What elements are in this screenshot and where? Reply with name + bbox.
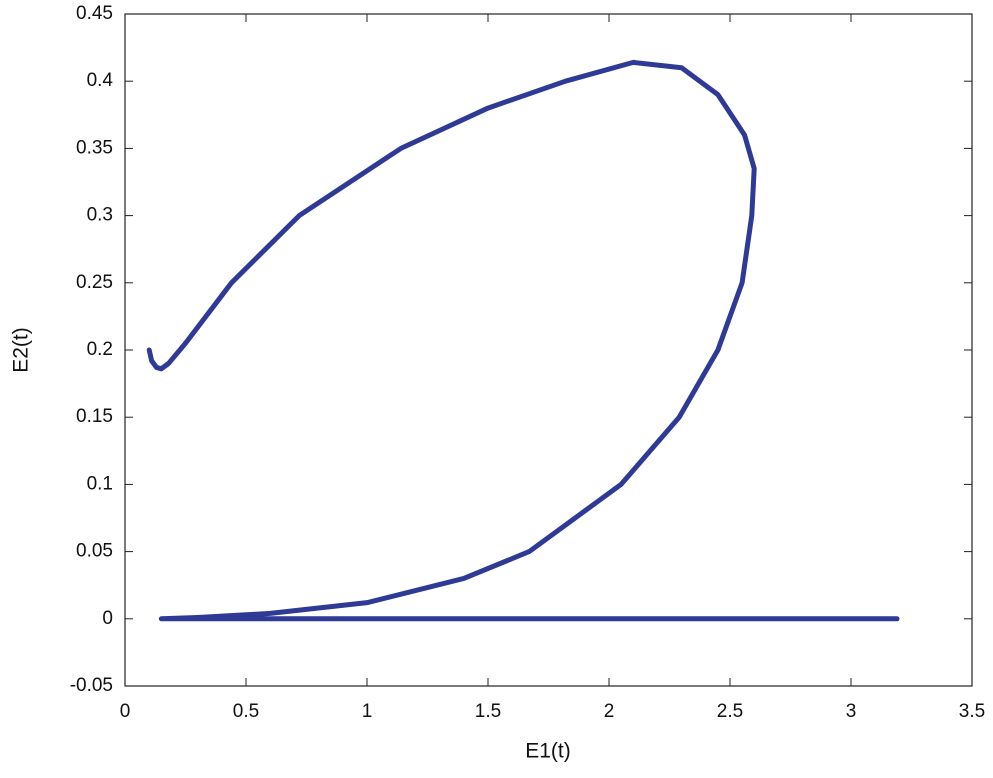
y-tick-label: 0.35 [76,137,113,158]
y-tick-label: 0.45 [76,3,113,24]
y-tick-label: 0.25 [76,272,113,293]
y-tick-label: 0.3 [87,205,113,226]
x-axis-label: E1(t) [525,740,571,763]
x-tick-label: 3.5 [959,701,985,722]
x-tick-label: 1 [362,701,373,722]
x-tick-label: 3 [846,701,857,722]
y-axis-label: E2(t) [10,327,33,373]
plot-frame [124,13,973,687]
x-tick-label: 0.5 [233,701,259,722]
x-tick-label: 2.5 [717,701,743,722]
data-line [146,59,900,622]
y-tick-label: 0.15 [76,406,113,427]
y-tick-label: 0.05 [76,541,113,562]
y-tick-label: -0.05 [70,675,113,696]
x-tick-label: 1.5 [475,701,501,722]
y-tick-label: 0.1 [87,473,113,494]
x-tick-label: 0 [120,701,131,722]
y-tick-label: 0 [102,608,113,629]
y-tick-label: 0.2 [87,339,113,360]
x-tick-label: 2 [604,701,615,722]
y-tick-label: 0.4 [87,70,114,91]
